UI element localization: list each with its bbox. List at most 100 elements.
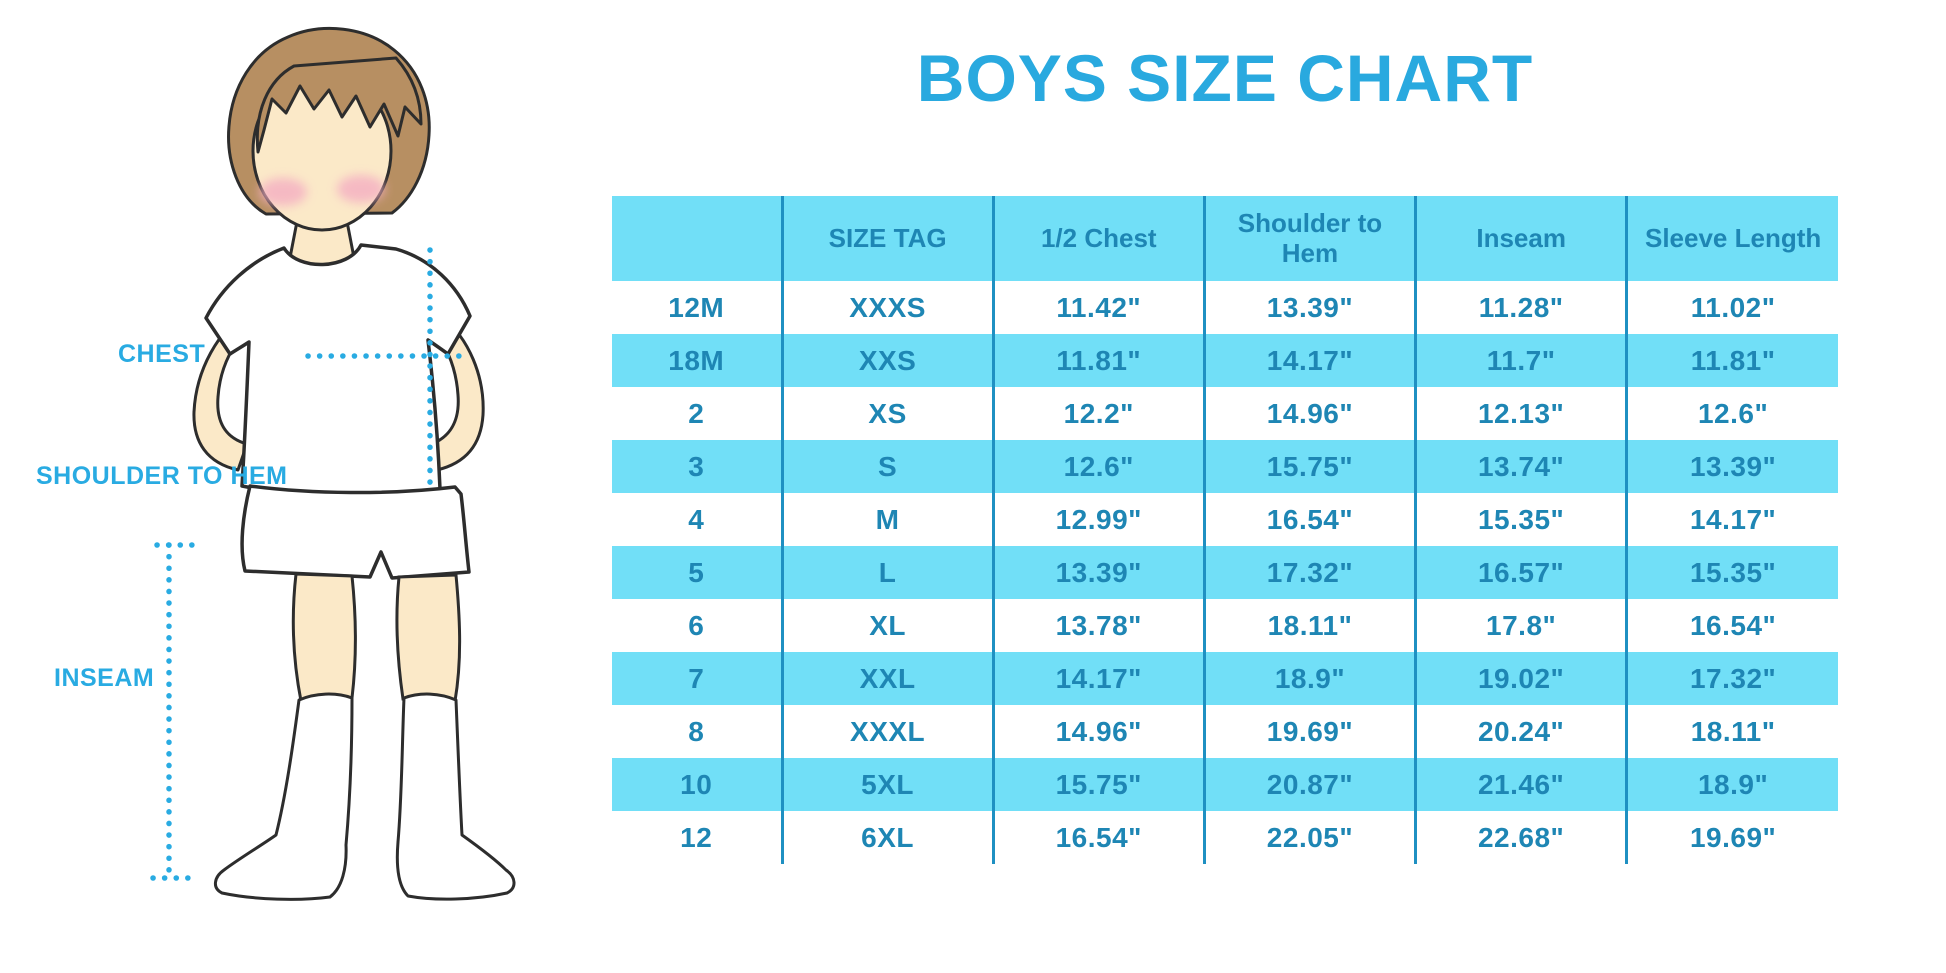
page-title: BOYS SIZE CHART	[916, 41, 1534, 115]
table-row: 10 5XL 15.75" 20.87" 21.46" 18.9"	[612, 758, 1838, 811]
value-cell: 20.87"	[1202, 758, 1416, 811]
table-row: 8 XXXL 14.96" 19.69" 20.24" 18.11"	[612, 705, 1838, 758]
table-row: 12 6XL 16.54" 22.05" 22.68" 19.69"	[612, 811, 1838, 864]
boy-illustration: CHEST SHOULDER TO HEM INSEAM	[0, 0, 540, 950]
value-cell: XL	[780, 599, 994, 652]
value-cell: 18.9"	[1202, 652, 1416, 705]
value-cell: 12.6"	[991, 440, 1205, 493]
value-cell: 11.28"	[1414, 281, 1627, 334]
size-cell: 3	[612, 440, 782, 493]
value-cell: 12.6"	[1625, 387, 1838, 440]
size-cell: 4	[688, 503, 705, 535]
left-leg	[291, 572, 357, 703]
size-cell: 12	[680, 821, 713, 853]
value-cell: 16.54"	[1625, 599, 1838, 652]
value-cell: XS	[780, 387, 994, 440]
value-cell: 11.02"	[1625, 281, 1838, 334]
value-cell: 16.54"	[1202, 493, 1416, 546]
value-cell: 19.69"	[1625, 811, 1838, 864]
table-row: 7 XXL 14.17" 18.9" 19.02" 17.32"	[612, 652, 1838, 705]
value-cell: 13.74"	[1414, 440, 1627, 493]
left-sock	[214, 692, 354, 901]
value-cell: 20.24"	[1414, 705, 1627, 758]
value-cell: 18.9"	[1625, 758, 1838, 811]
value-cell: XXXL	[780, 705, 994, 758]
value-cell: 16.57"	[1414, 546, 1627, 599]
size-table-header: SIZE TAG 1/2 Chest Shoulder to Hem Inseam Sl…	[612, 196, 1838, 281]
size-cell: 2	[688, 397, 705, 429]
value-cell: 12.99"	[991, 493, 1205, 546]
value-cell: 12.13"	[1414, 387, 1627, 440]
shorts	[240, 484, 471, 580]
value-cell: 17.32"	[1202, 546, 1416, 599]
size-cell: 12M	[668, 291, 725, 323]
value-cell: 5XL	[780, 758, 994, 811]
chest-label: CHEST	[118, 340, 206, 368]
value-cell: S	[780, 440, 994, 493]
size-table: SIZE TAG 1/2 Chest Shoulder to Hem Inseam Sl…	[612, 196, 1838, 864]
right-leg	[395, 573, 462, 703]
column-header: 1/2 Chest	[991, 196, 1205, 281]
value-cell: 12.2"	[991, 387, 1205, 440]
header-row: SIZE TAG 1/2 Chest Shoulder to Hem Inseam Sl…	[612, 196, 1838, 281]
table-row: 2 XS 12.2" 14.96" 12.13" 12.6"	[612, 387, 1838, 440]
table-row: 12M XXXS 11.42" 13.39" 11.28" 11.02"	[612, 281, 1838, 334]
value-cell: 18.11"	[1202, 599, 1416, 652]
boy-figure-svg	[150, 26, 516, 901]
value-cell: 14.96"	[991, 705, 1205, 758]
value-cell: 19.69"	[1202, 705, 1416, 758]
value-cell: 11.81"	[991, 334, 1205, 387]
table-row: 18M XXS 11.81" 14.17" 11.7" 11.81"	[612, 334, 1838, 387]
column-header: Shoulder to Hem	[1202, 196, 1416, 281]
value-cell: L	[780, 546, 994, 599]
table-row: 4 M 12.99" 16.54" 15.35" 14.17"	[612, 493, 1838, 546]
value-cell: 14.17"	[991, 652, 1205, 705]
shoulder-to-hem-label: SHOULDER TO HEM	[36, 462, 288, 490]
size-cell: 18M	[612, 334, 782, 387]
table-row: 6 XL 13.78" 18.11" 17.8" 16.54"	[612, 599, 1838, 652]
value-cell: 6XL	[780, 811, 994, 864]
size-table-body: 12M XXXS 11.42" 13.39" 11.28" 11.02" 18M XXS 11.…	[612, 281, 1838, 864]
value-cell: 17.8"	[1414, 599, 1627, 652]
value-cell: 11.42"	[991, 281, 1205, 334]
value-cell: 22.68"	[1414, 811, 1627, 864]
value-cell: 15.35"	[1414, 493, 1627, 546]
size-cell: 6	[688, 609, 705, 641]
value-cell: 18.11"	[1625, 705, 1838, 758]
size-cell: 10	[612, 758, 782, 811]
value-cell: XXL	[780, 652, 994, 705]
value-cell: 13.39"	[1202, 281, 1416, 334]
value-cell: 13.39"	[1625, 440, 1838, 493]
value-cell: 16.54"	[991, 811, 1205, 864]
value-cell: 14.17"	[1625, 493, 1838, 546]
value-cell: 11.81"	[1625, 334, 1838, 387]
value-cell: 11.7"	[1414, 334, 1627, 387]
value-cell: XXXS	[780, 281, 994, 334]
column-header	[612, 196, 782, 281]
size-cell: 7	[612, 652, 782, 705]
table-row: 3 S 12.6" 15.75" 13.74" 13.39"	[612, 440, 1838, 493]
column-header: Sleeve Length	[1625, 196, 1838, 281]
value-cell: 21.46"	[1414, 758, 1627, 811]
value-cell: 15.75"	[1202, 440, 1416, 493]
cheek-right-icon	[337, 175, 385, 203]
value-cell: 22.05"	[1202, 811, 1416, 864]
value-cell: 13.39"	[991, 546, 1205, 599]
cheek-left-icon	[259, 178, 307, 206]
hair-bangs	[255, 56, 423, 154]
value-cell: 17.32"	[1625, 652, 1838, 705]
size-cell: 5	[612, 546, 782, 599]
value-cell: 14.17"	[1202, 334, 1416, 387]
value-cell: XXS	[780, 334, 994, 387]
value-cell: 19.02"	[1414, 652, 1627, 705]
right-sock	[395, 692, 516, 901]
size-cell: 8	[688, 715, 705, 747]
value-cell: M	[780, 493, 994, 546]
column-header: Inseam	[1414, 196, 1627, 281]
column-header: SIZE TAG	[780, 196, 994, 281]
value-cell: 13.78"	[991, 599, 1205, 652]
inseam-label: INSEAM	[54, 664, 155, 692]
value-cell: 15.35"	[1625, 546, 1838, 599]
value-cell: 14.96"	[1202, 387, 1416, 440]
